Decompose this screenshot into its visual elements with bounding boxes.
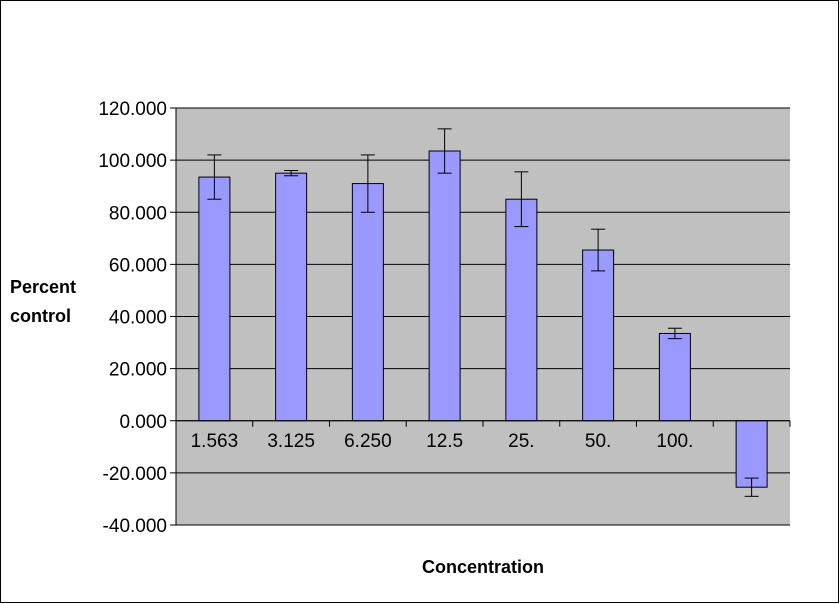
y-tick-label: 20.000 bbox=[109, 360, 167, 381]
x-tick-label: 6.250 bbox=[344, 431, 392, 452]
error-bars bbox=[207, 128, 759, 497]
y-tick-label: 0.000 bbox=[119, 412, 167, 433]
bar bbox=[198, 176, 231, 422]
error-bar bbox=[667, 327, 682, 340]
x-tick-label: 12.5 bbox=[426, 431, 463, 452]
bar bbox=[275, 172, 308, 422]
bar bbox=[582, 249, 615, 422]
y-tick-label: 40.000 bbox=[109, 308, 167, 329]
x-axis-tick-labels: 1.563 3.125 6.250 12.5 25. 50. 100. bbox=[191, 431, 694, 452]
bar bbox=[735, 420, 768, 488]
y-tick-label: -40.000 bbox=[103, 516, 167, 537]
x-tick-label: 1.563 bbox=[191, 431, 239, 452]
y-tick-label: 60.000 bbox=[109, 255, 167, 276]
error-bar bbox=[591, 228, 606, 272]
bar bbox=[428, 150, 461, 422]
error-bar bbox=[437, 128, 452, 174]
y-tick-label: -20.000 bbox=[103, 464, 167, 485]
y-axis-title-line-1: Percent bbox=[10, 277, 76, 297]
y-axis-tick-labels: -40.000 -20.000 0.000 20.000 40.000 60.000 80.… bbox=[98, 99, 167, 537]
bar bbox=[658, 332, 691, 422]
error-bar bbox=[360, 154, 375, 213]
y-tick-label: 80.000 bbox=[109, 203, 167, 224]
axes bbox=[170, 107, 791, 526]
x-tick-label: 100. bbox=[656, 431, 693, 452]
y-axis-title-line-2: control bbox=[10, 306, 71, 326]
x-tick-label: 3.125 bbox=[267, 431, 315, 452]
error-bar bbox=[284, 170, 299, 177]
y-tick-label: 100.000 bbox=[98, 151, 167, 172]
x-axis-title: Concentration bbox=[422, 557, 544, 577]
error-bar bbox=[207, 154, 222, 200]
error-bar bbox=[744, 477, 759, 497]
error-bar bbox=[514, 171, 529, 228]
bar bbox=[351, 183, 384, 422]
bars bbox=[198, 150, 768, 488]
y-tick-label: 120.000 bbox=[98, 99, 167, 120]
x-tick-label: 50. bbox=[585, 431, 611, 452]
bar bbox=[505, 198, 538, 422]
x-tick-label: 25. bbox=[508, 431, 534, 452]
